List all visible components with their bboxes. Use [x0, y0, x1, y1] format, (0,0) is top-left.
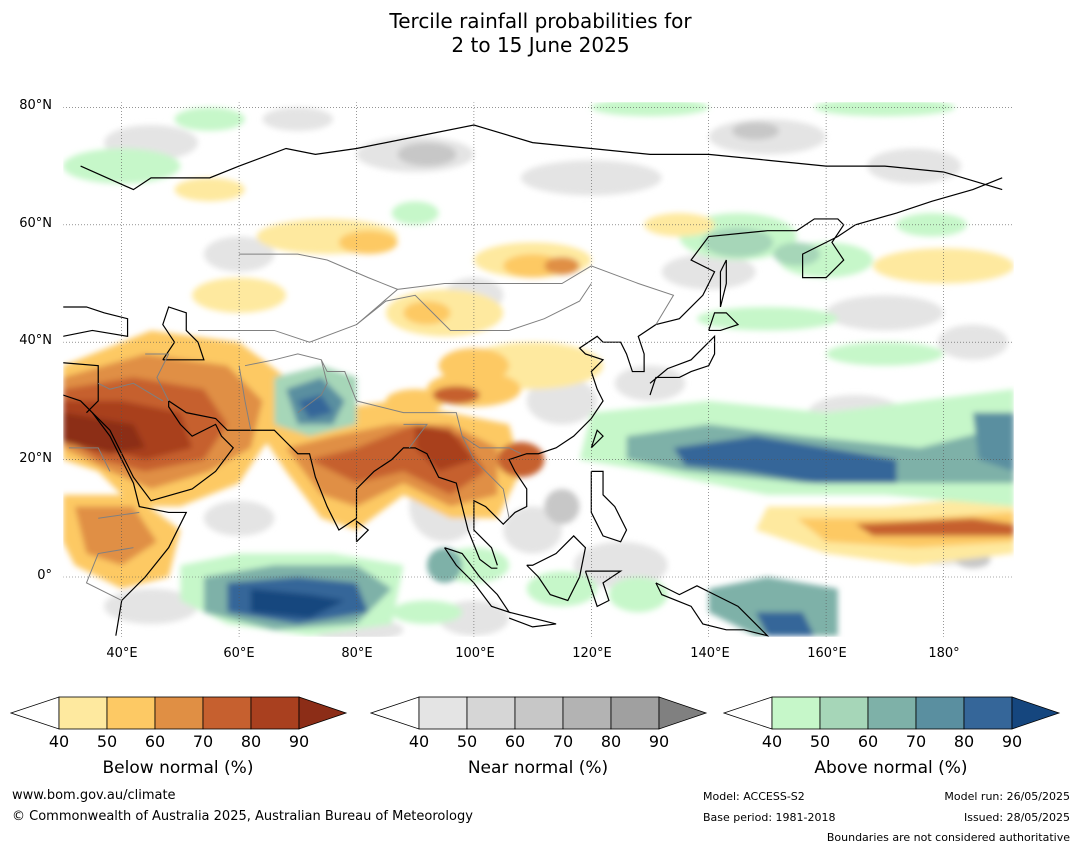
- lon-label-60e: 60°E: [223, 646, 255, 661]
- colorbar-tick-label: 60: [144, 732, 166, 751]
- lat-label-40n: 40°N: [19, 333, 52, 348]
- colorbar-above-normal: [723, 696, 1061, 730]
- graticule: [63, 102, 1014, 637]
- rainfall-map: [62, 101, 1015, 638]
- colorbar-tick-label: 80: [953, 732, 975, 751]
- lon-label-100e: 100°E: [455, 646, 495, 661]
- colorbar-swatch: [418, 696, 468, 730]
- country-borders: [68, 253, 675, 601]
- below-normal-caption: Below normal (%): [102, 758, 254, 778]
- lon-label-160e: 160°E: [807, 646, 847, 661]
- colorbar-tick-label: 90: [1001, 732, 1023, 751]
- colorbar-swatch: [514, 696, 564, 730]
- near-normal-caption: Near normal (%): [467, 758, 609, 778]
- model-run-text: Model run: 26/05/2025: [944, 790, 1070, 803]
- colorbar-swatch: [610, 696, 660, 730]
- lat-label-60n: 60°N: [19, 216, 52, 231]
- lat-label-20n: 20°N: [19, 451, 52, 466]
- lon-label-80e: 80°E: [341, 646, 373, 661]
- disclaimer-text: Boundaries are not considered authoritat…: [826, 831, 1070, 844]
- base-period-text: Base period: 1981-2018: [703, 811, 836, 824]
- lon-label-40e: 40°E: [106, 646, 138, 661]
- colorbar-swatch: [915, 696, 965, 730]
- colorbar-below-normal: [10, 696, 348, 730]
- colorbar-tick-label: 90: [648, 732, 670, 751]
- colorbar-swatch: [819, 696, 869, 730]
- above-normal-caption: Above normal (%): [814, 758, 968, 778]
- lat-label-80n: 80°N: [19, 98, 52, 113]
- website-link[interactable]: www.bom.gov.au/climate: [12, 788, 176, 803]
- probability-field: [63, 102, 1014, 637]
- colorbar-swatch: [250, 696, 300, 730]
- map-title-line2: 2 to 15 June 2025: [451, 33, 630, 57]
- colorbar-tick-label: 80: [240, 732, 262, 751]
- colorbar-tick-label: 40: [761, 732, 783, 751]
- colorbar-near-normal: [370, 696, 708, 730]
- model-text: Model: ACCESS-S2: [703, 790, 805, 803]
- copyright-text: © Commonwealth of Australia 2025, Austra…: [12, 809, 473, 824]
- map-title-line1: Tercile rainfall probabilities for: [389, 9, 692, 33]
- colorbar-tick-label: 70: [552, 732, 574, 751]
- colorbar-tick-label: 40: [48, 732, 70, 751]
- issued-text: Issued: 28/05/2025: [963, 811, 1070, 824]
- colorbar-swatch: [154, 696, 204, 730]
- coastlines: [63, 124, 1003, 637]
- colorbar-swatch: [466, 696, 516, 730]
- colorbar-swatch: [963, 696, 1013, 730]
- colorbar-tick-label: 80: [600, 732, 622, 751]
- lon-label-180: 180°: [928, 646, 960, 661]
- lon-label-140e: 140°E: [690, 646, 730, 661]
- colorbar-tick-label: 50: [809, 732, 831, 751]
- colorbar-swatch: [202, 696, 252, 730]
- colorbar-swatch: [867, 696, 917, 730]
- colorbar-tick-label: 40: [408, 732, 430, 751]
- colorbar-tick-label: 50: [456, 732, 478, 751]
- colorbar-tick-label: 70: [192, 732, 214, 751]
- colorbar-swatch: [771, 696, 821, 730]
- lat-label-0: 0°: [37, 568, 52, 583]
- colorbar-swatch: [58, 696, 108, 730]
- colorbar-tick-label: 50: [96, 732, 118, 751]
- colorbar-tick-label: 70: [905, 732, 927, 751]
- colorbar-tick-label: 60: [504, 732, 526, 751]
- lon-label-120e: 120°E: [572, 646, 612, 661]
- colorbar-swatch: [106, 696, 156, 730]
- colorbar-tick-label: 60: [857, 732, 879, 751]
- colorbar-tick-label: 90: [288, 732, 310, 751]
- colorbar-swatch: [562, 696, 612, 730]
